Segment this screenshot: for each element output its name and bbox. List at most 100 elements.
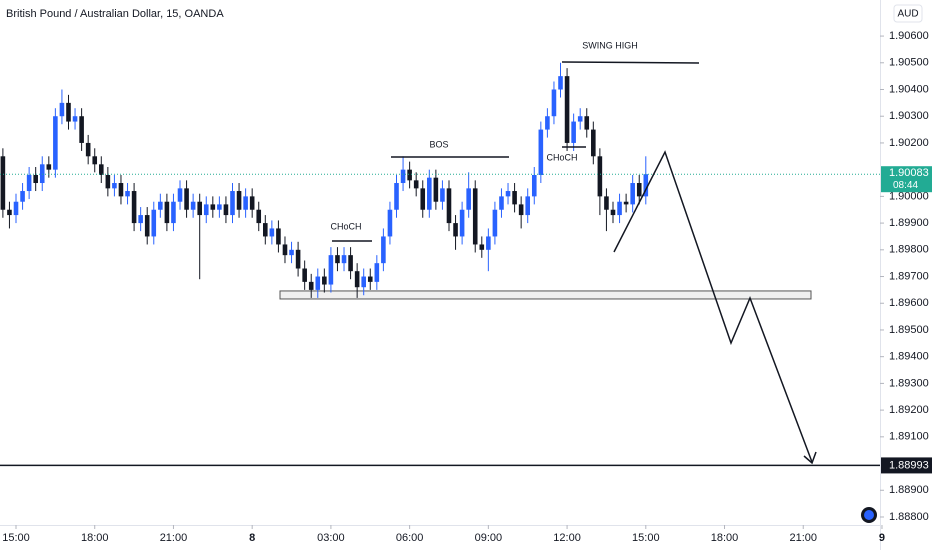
candle-body <box>289 249 294 256</box>
swing-high-line <box>561 61 700 64</box>
candle-body <box>341 255 347 264</box>
candle-body <box>236 191 242 210</box>
annotation: SWING HIGH <box>582 40 638 50</box>
candle-body <box>315 276 321 290</box>
candle-body <box>400 169 406 184</box>
projection-path <box>613 150 813 463</box>
candle-body <box>440 188 445 202</box>
candle-body <box>138 215 143 224</box>
candle-body <box>92 156 98 165</box>
candle-body <box>381 236 386 264</box>
candle-body <box>374 263 380 282</box>
candle-body <box>46 164 52 170</box>
candle-body <box>433 177 439 202</box>
x-tick-label: 18:00 <box>711 532 739 544</box>
candle-body <box>486 236 491 250</box>
x-tick-label: 8 <box>249 532 255 544</box>
countdown: 08:44 <box>893 180 918 191</box>
candle-body <box>151 209 157 237</box>
candle-body <box>348 255 353 272</box>
y-tick-label: 1.90200 <box>889 137 929 149</box>
candle-body <box>604 196 609 210</box>
candle-body <box>243 196 248 210</box>
x-tick-label: 15:00 <box>2 532 30 544</box>
candle-body <box>125 191 130 197</box>
x-tick-label: 03:00 <box>317 532 345 544</box>
candle-body <box>322 276 327 285</box>
y-tick-label: 1.88800 <box>889 511 929 523</box>
projection-arrowhead <box>803 451 817 465</box>
candle-body <box>531 175 537 197</box>
x-tick-label: 15:00 <box>632 532 660 544</box>
candle-body <box>164 201 170 224</box>
candle-body <box>367 276 373 282</box>
y-tick-label: 1.89200 <box>889 404 929 416</box>
y-tick-label: 1.90000 <box>889 190 929 202</box>
candle-body <box>144 215 150 237</box>
candle-body <box>492 209 498 237</box>
candle-body <box>545 116 550 130</box>
candle-body <box>190 201 196 210</box>
candle-body <box>512 191 517 205</box>
x-tick-label: 12:00 <box>553 532 581 544</box>
candle-body <box>558 76 563 90</box>
candle-body <box>302 268 307 282</box>
candle-body <box>85 142 91 157</box>
candle-body <box>0 156 6 210</box>
candle-body <box>591 129 596 157</box>
candle-body <box>394 183 399 210</box>
candle-body <box>210 204 216 210</box>
candle-body <box>459 209 465 237</box>
candle-body <box>7 209 12 216</box>
currency: AUD <box>897 9 918 20</box>
candle-body <box>551 89 557 117</box>
candle-body <box>276 228 281 245</box>
x-tick-label: 09:00 <box>475 532 503 544</box>
y-tick-label: 1.89500 <box>889 324 929 336</box>
y-tick-label: 1.90600 <box>889 30 929 42</box>
current-price-box <box>881 166 932 193</box>
candle-body <box>171 201 176 224</box>
candle-body <box>13 201 19 216</box>
candle-body <box>564 76 570 143</box>
y-tick-label: 1.89900 <box>889 217 929 229</box>
candle-body <box>413 180 419 189</box>
x-tick-label: 21:00 <box>789 532 817 544</box>
candle-body <box>79 116 84 143</box>
candle-body <box>499 196 504 210</box>
y-tick-label: 1.90300 <box>889 110 929 122</box>
x-tick-label: 9 <box>879 532 885 544</box>
candle-body <box>427 177 432 210</box>
currency-box <box>893 4 923 23</box>
candle-body <box>177 188 183 202</box>
candle-body <box>584 116 590 130</box>
candle-body <box>282 244 288 256</box>
candle-body <box>203 204 209 216</box>
candle-body <box>636 183 642 197</box>
candle-body <box>335 255 340 264</box>
x-tick-label: 06:00 <box>396 532 424 544</box>
y-tick-label: 1.89800 <box>889 244 929 256</box>
annotation: CHoCH <box>330 221 361 231</box>
candle-body <box>131 191 137 224</box>
candle-body <box>20 191 25 202</box>
candle-body <box>505 191 511 197</box>
y-tick-label: 1.88900 <box>889 484 929 496</box>
candle-body <box>39 164 45 184</box>
candle-body <box>420 188 426 210</box>
annotation: CHoCH <box>546 152 577 162</box>
candle-body <box>217 204 222 210</box>
y-tick-label: 1.90400 <box>889 83 929 95</box>
zone <box>279 290 812 300</box>
candle-body <box>617 201 622 216</box>
candle-body <box>112 183 117 189</box>
marks <box>0 62 880 467</box>
candle-body <box>59 102 65 117</box>
candle-body <box>643 174 649 197</box>
candle-body <box>33 175 38 184</box>
candle-body <box>518 204 524 216</box>
candle-body <box>407 169 412 181</box>
candle-body <box>446 188 452 224</box>
